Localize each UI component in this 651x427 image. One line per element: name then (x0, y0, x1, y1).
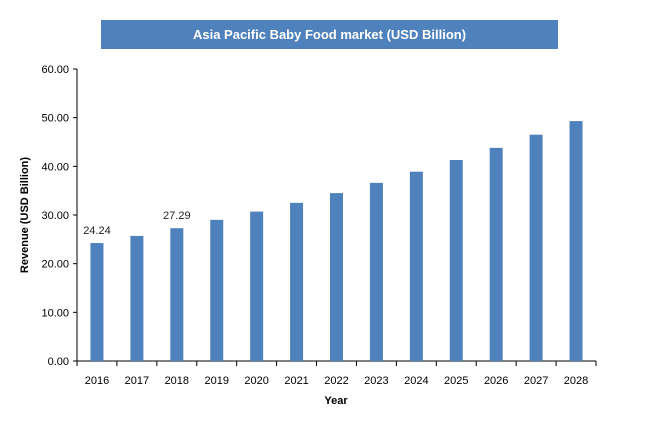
data-labels: 24.24 27.29 (83, 210, 190, 237)
bar-2017 (130, 235, 144, 361)
y-axis: 0.00 10.00 20.00 30.00 40.00 50.00 60.00 (41, 64, 78, 368)
bar-2022 (330, 193, 343, 361)
bars (90, 121, 583, 361)
y-tick-label: 10.00 (41, 307, 69, 319)
bar-2019 (210, 219, 224, 361)
bar-2016 (90, 243, 104, 361)
x-tick-label: 2023 (364, 375, 388, 387)
x-axis-title: Year (324, 395, 348, 407)
y-tick-label: 50.00 (41, 113, 69, 125)
chart-title: Asia Pacific Baby Food market (USD Billi… (101, 20, 558, 49)
x-tick-label: 2028 (564, 375, 588, 387)
x-tick-label: 2022 (324, 375, 348, 387)
y-tick-label: 40.00 (41, 161, 69, 173)
x-tick-label: 2025 (444, 375, 468, 387)
y-tick-label: 30.00 (41, 210, 69, 222)
bar-2018 (170, 228, 184, 361)
data-label-2016: 24.24 (83, 225, 111, 237)
y-tick-label: 20.00 (41, 259, 69, 271)
bar-2024 (409, 171, 423, 361)
y-axis-title: Revenue (USD Billion) (19, 157, 31, 273)
x-axis: 2016 2017 2018 2019 2020 2021 2022 2023 2024 2025… (76, 360, 597, 387)
x-tick-label: 2017 (125, 375, 149, 387)
y-tick-label: 60.00 (41, 64, 69, 76)
x-tick-label: 2018 (165, 375, 189, 387)
bar-2025 (449, 160, 463, 361)
y-tick-label: 0.00 (48, 356, 69, 368)
x-tick-label: 2016 (85, 375, 109, 387)
bar-2027 (529, 134, 543, 361)
x-tick-label: 2021 (284, 375, 308, 387)
x-tick-label: 2024 (404, 375, 428, 387)
bar-2020 (250, 211, 264, 361)
x-tick-label: 2026 (484, 375, 508, 387)
bar-2021 (290, 202, 304, 361)
x-tick-label: 2020 (244, 375, 268, 387)
bar-2026 (489, 147, 503, 361)
bar-2028 (569, 121, 583, 361)
x-tick-label: 2027 (524, 375, 548, 387)
bar-2023 (369, 182, 383, 361)
data-label-2018: 27.29 (163, 210, 191, 222)
x-tick-label: 2019 (204, 375, 228, 387)
